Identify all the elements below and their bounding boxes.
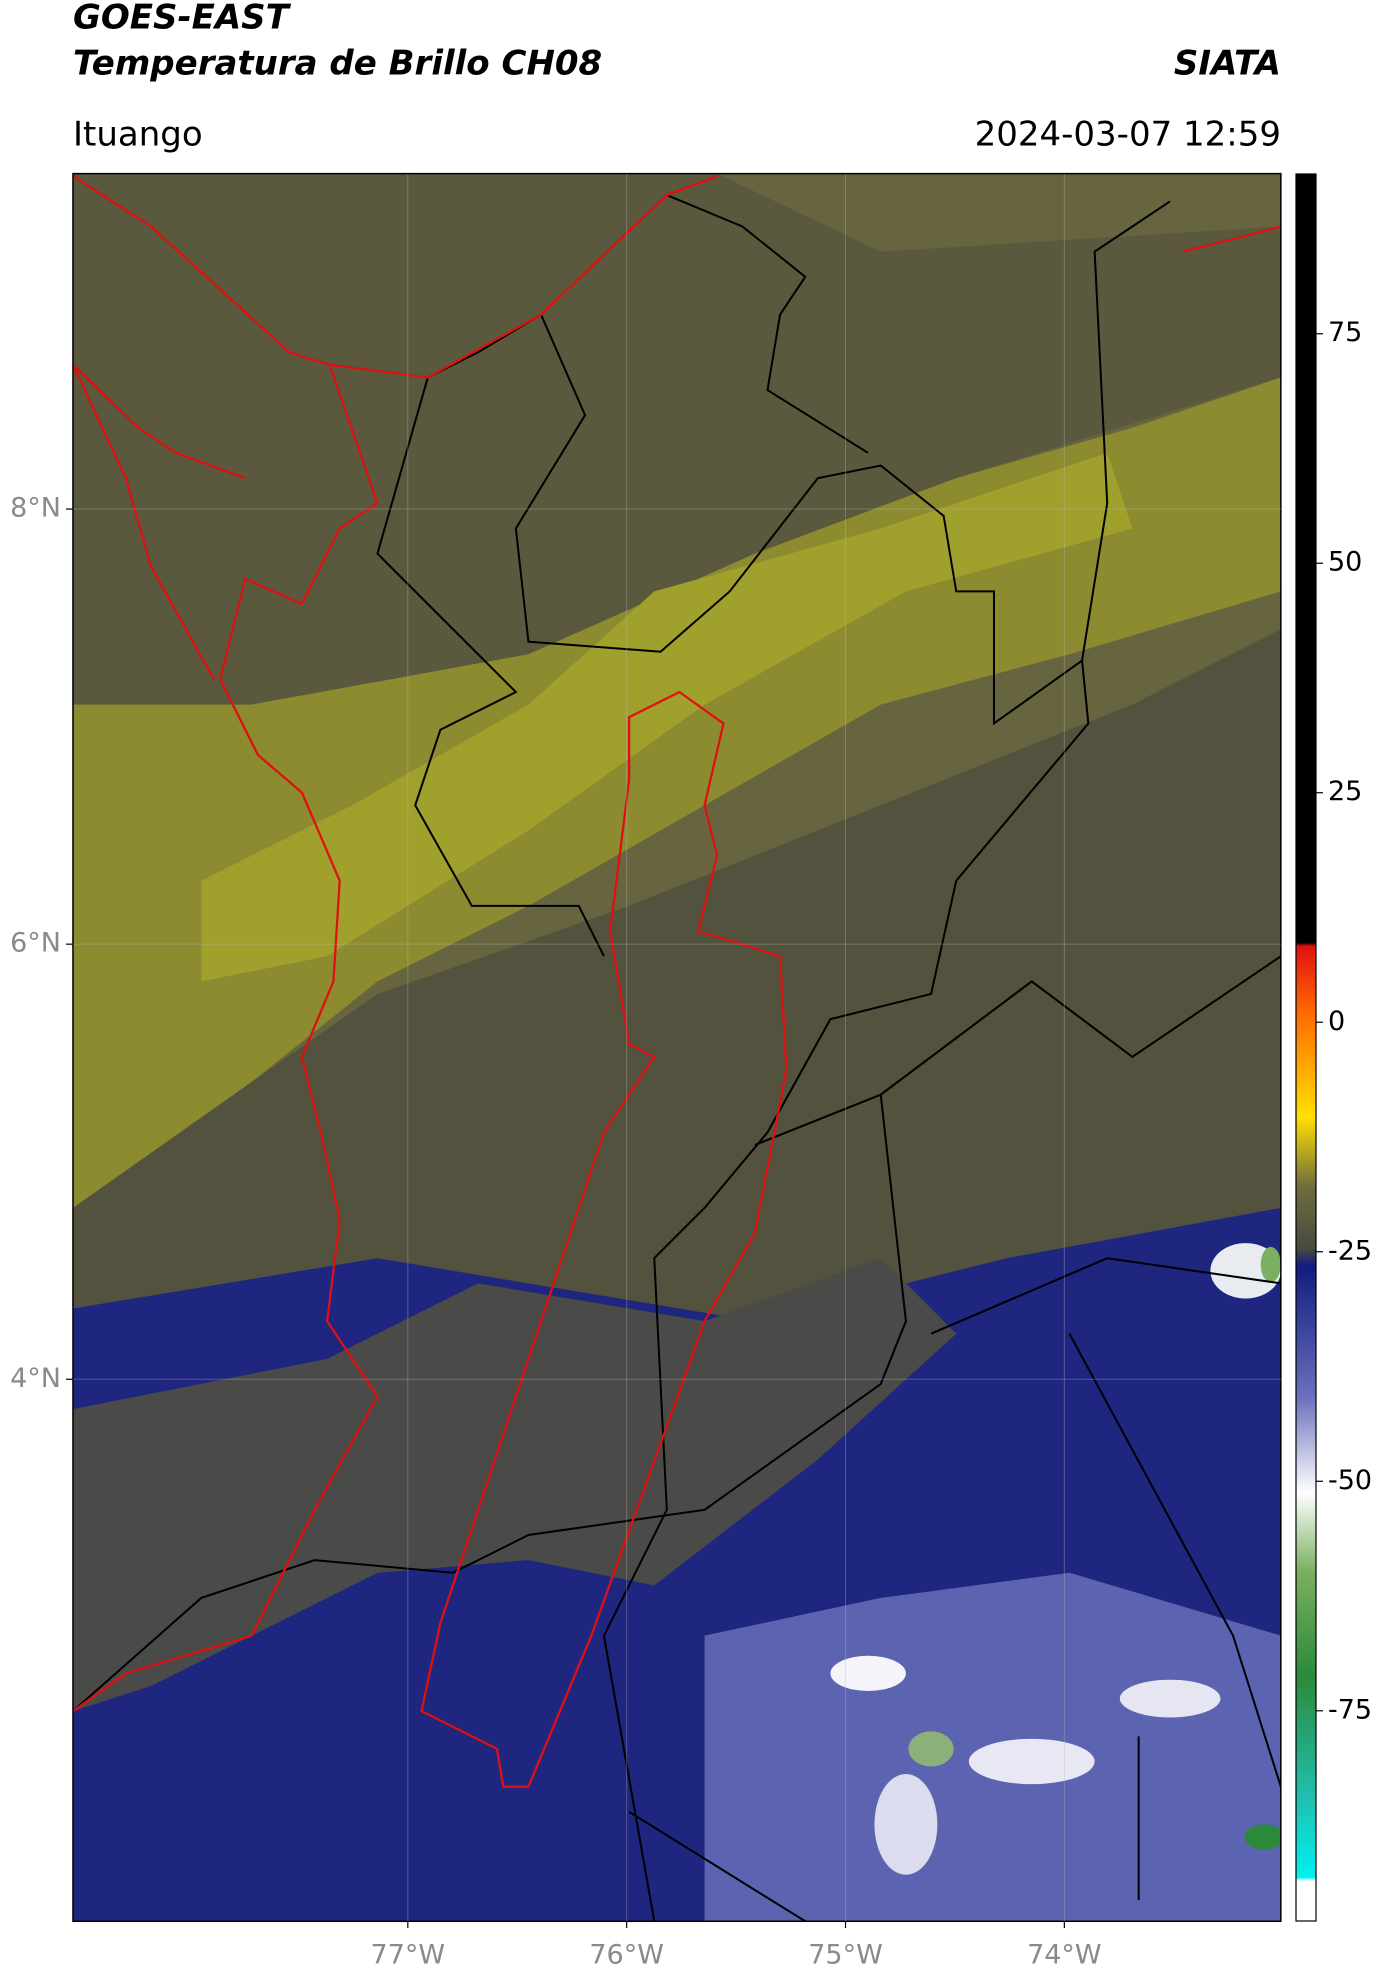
colorbar-tick-label: -25 [1328, 1235, 1372, 1266]
x-tick-label: 76°W [589, 1940, 664, 1971]
source: SIATA [1174, 44, 1281, 84]
colorbar-tick-label: 0 [1328, 1006, 1345, 1037]
x-tick-label: 77°W [371, 1940, 446, 1971]
title: GOES-EAST [73, 0, 292, 38]
x-tick-label: 74°W [1027, 1940, 1102, 1971]
colorbar-tick-label: -50 [1328, 1465, 1372, 1496]
x-tick-label: 75°W [808, 1940, 883, 1971]
colorbar-tick-label: -75 [1328, 1694, 1372, 1725]
colorbar-tick-label: 50 [1328, 547, 1362, 578]
colorbar [1295, 173, 1317, 1922]
y-tick-label: 8°N [10, 493, 61, 524]
datetime: 2024-03-07 12:59 [975, 115, 1281, 155]
colorbar-tick-label: 75 [1328, 317, 1362, 348]
y-tick-label: 6°N [10, 928, 61, 959]
location: Ituango [73, 115, 203, 155]
colorbar-tick-label: 25 [1328, 776, 1362, 807]
y-tick-label: 4°N [10, 1363, 61, 1394]
subtitle: Temperatura de Brillo CH08 [73, 44, 602, 84]
map-image [72, 172, 1282, 1923]
